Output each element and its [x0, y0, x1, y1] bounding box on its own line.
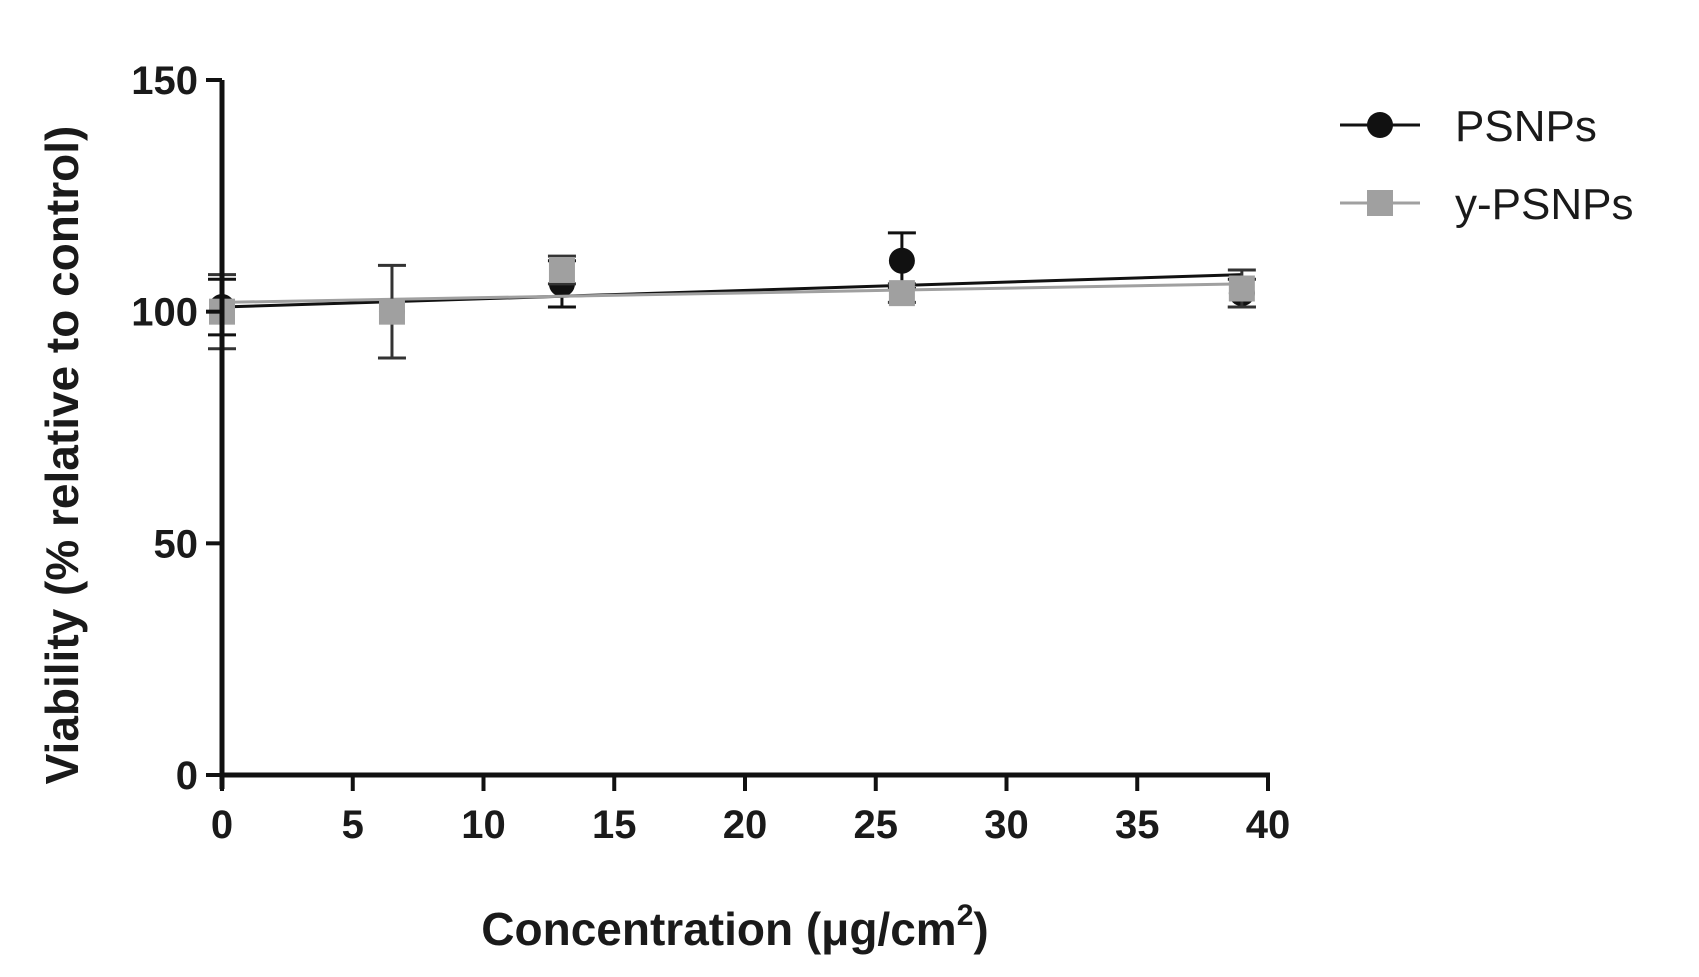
legend-marker-y-psnps — [1367, 190, 1393, 216]
legend-marker-psnps — [1367, 112, 1393, 138]
axes: 0 50 100 150 0 5 10 15 20 25 30 35 40 — [131, 59, 1290, 847]
x-axis-title-text: Concentration (μg/cm — [481, 903, 956, 955]
x-tick-label: 30 — [984, 803, 1029, 847]
x-tick-label: 35 — [1115, 803, 1160, 847]
x-axis-title-superscript: 2 — [957, 899, 974, 932]
y-tick-label: 0 — [176, 754, 198, 798]
y-tick-label: 150 — [131, 59, 198, 103]
data-point-y-psnps — [378, 298, 405, 325]
y-axis-title: Viability (% relative to control) — [36, 126, 88, 785]
y-tick-label: 100 — [131, 291, 198, 335]
legend-label-y-psnps: y-PSNPs — [1455, 180, 1633, 229]
data-point-y-psnps — [1228, 275, 1255, 302]
x-tick-label: 25 — [854, 803, 899, 847]
data-point-psnps — [888, 247, 915, 274]
data-point-y-psnps — [548, 256, 575, 283]
x-tick-label: 5 — [342, 803, 364, 847]
x-axis-title: Concentration (μg/cm2) — [481, 899, 988, 955]
x-tick-label: 40 — [1246, 803, 1291, 847]
legend-item-psnps: PSNPs — [1340, 102, 1597, 151]
legend-item-y-psnps: y-PSNPs — [1340, 180, 1633, 229]
series-y-psnps — [208, 254, 1256, 360]
fit-line-psnps — [221, 273, 1242, 309]
plot-area — [208, 231, 1256, 360]
series-psnps — [208, 231, 1256, 337]
fit-line-y-psnps — [221, 282, 1242, 304]
x-axis-title-close: ) — [973, 903, 988, 955]
x-tick-label: 10 — [461, 803, 506, 847]
legend-label-psnps: PSNPs — [1455, 102, 1597, 151]
x-tick-label: 15 — [592, 803, 637, 847]
y-tick-label: 50 — [154, 522, 199, 566]
data-point-y-psnps — [888, 280, 915, 307]
x-tick-label: 0 — [211, 803, 233, 847]
legend: PSNPs y-PSNPs — [1340, 102, 1633, 229]
x-tick-label: 20 — [723, 803, 768, 847]
